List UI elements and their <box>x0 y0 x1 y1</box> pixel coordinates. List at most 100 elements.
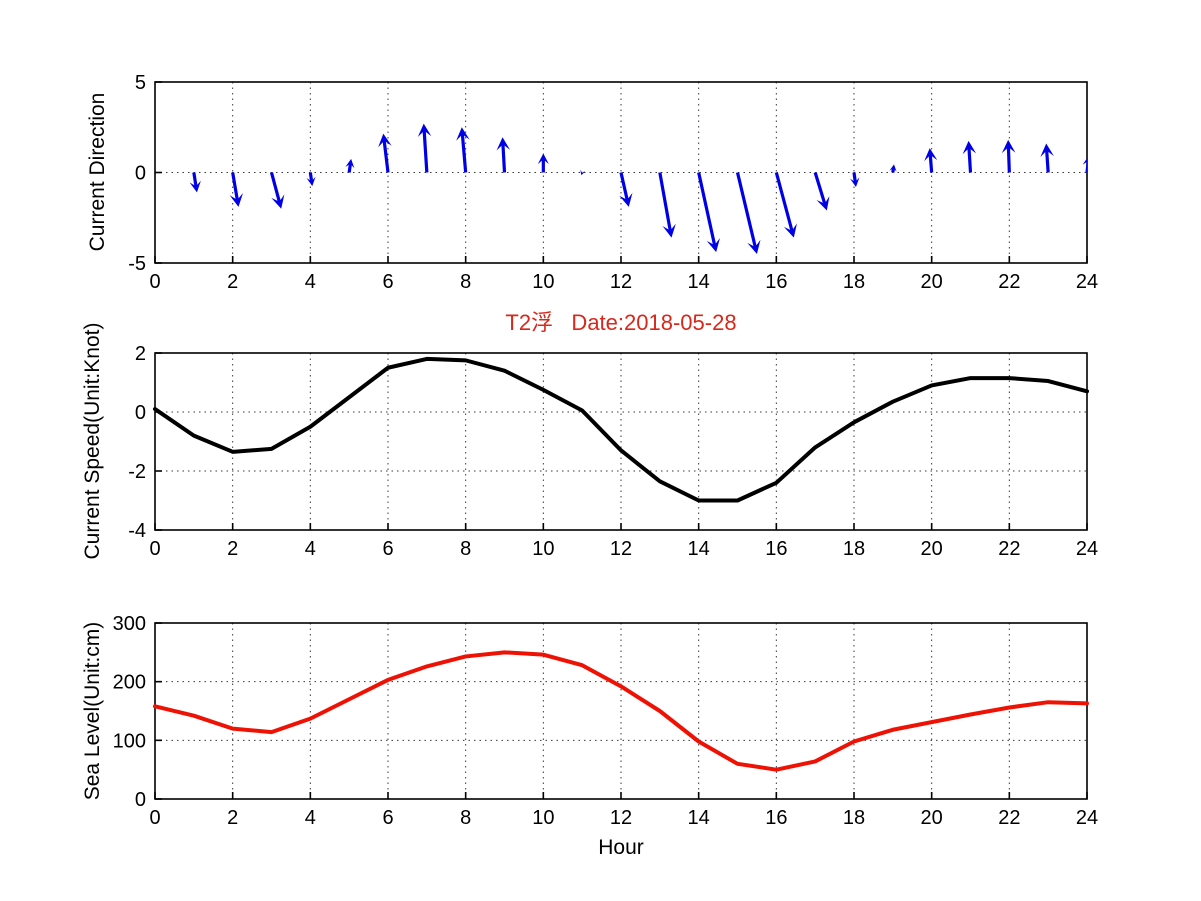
x-tick-label: 10 <box>532 807 554 829</box>
quiver-arrow-head <box>1040 143 1054 157</box>
quiver-arrow-shaft <box>192 172 198 188</box>
quiver-arrow-shaft <box>891 167 896 173</box>
x-tick-label: 6 <box>382 538 393 560</box>
x-tick-label: 16 <box>765 271 787 293</box>
x-tick-label: 12 <box>610 271 632 293</box>
quiver-arrow-head <box>229 192 243 207</box>
plot-title: T2浮 Date:2018-05-28 <box>505 310 737 335</box>
y-tick-label: 2 <box>135 343 146 365</box>
x-tick-label: 20 <box>921 271 943 293</box>
quiver-arrow-shaft <box>347 163 353 173</box>
x-tick-label: 16 <box>765 538 787 560</box>
quiver-arrow-head <box>706 237 720 253</box>
x-tick-label: 6 <box>382 271 393 293</box>
y-tick-label: 100 <box>113 730 146 752</box>
quiver-arrow-shaft <box>619 172 629 201</box>
quiver-arrow-shaft <box>735 172 757 248</box>
x-tick-label: 4 <box>305 271 316 293</box>
quiver-arrow-head <box>816 196 830 211</box>
quiver-arrow-head <box>619 192 633 207</box>
y-tick-label: 200 <box>113 672 146 694</box>
x-tick-label: 0 <box>149 807 160 829</box>
quiver-arrow-shaft <box>1006 146 1011 173</box>
quiver-arrow-head <box>345 158 355 169</box>
quiver-arrow-shaft <box>460 133 468 173</box>
quiver-arrow-shaft <box>967 147 973 173</box>
y-tick-label: 0 <box>135 402 146 424</box>
y-tick-label: -4 <box>128 520 146 542</box>
quiver-arrow-shaft <box>697 172 717 247</box>
quiver-arrow-shaft <box>1045 149 1050 173</box>
x-tick-label: 2 <box>227 807 238 829</box>
x-tick-label: 18 <box>843 538 865 560</box>
quiver-arrow-shaft <box>269 172 282 203</box>
y-tick-label: 0 <box>135 163 146 185</box>
x-tick-label: 0 <box>149 271 160 293</box>
quiver-arrow-shaft <box>774 172 794 232</box>
current-speed-line <box>153 356 1089 503</box>
y-tick-label: -2 <box>128 461 146 483</box>
x-tick-label: 6 <box>382 807 393 829</box>
x-tick-label: 12 <box>610 807 632 829</box>
quiver-arrow-head <box>962 140 977 155</box>
y-tick-label: 5 <box>135 72 146 94</box>
x-tick-label: 0 <box>149 538 160 560</box>
quiver-arrow-shaft <box>422 130 429 173</box>
x-tick-label: 8 <box>460 807 471 829</box>
x-tick-label: 8 <box>460 538 471 560</box>
x-tick-label: 10 <box>532 538 554 560</box>
y-tick-label: -5 <box>128 253 146 275</box>
x-tick-label: 24 <box>1076 807 1098 829</box>
quiver-arrow-shaft <box>231 172 239 201</box>
x-tick-label: 16 <box>765 807 787 829</box>
quiver-arrow-shaft <box>928 154 934 173</box>
quiver-arrow-shaft <box>382 139 390 173</box>
x-tick-label: 10 <box>532 271 554 293</box>
quiver-arrow-head <box>889 164 897 172</box>
x-tick-label: 4 <box>305 538 316 560</box>
quiver-arrow-shaft <box>852 172 857 183</box>
quiver-arrow-head <box>378 133 392 148</box>
quiver-arrow-head <box>456 127 470 141</box>
quiver-arrow-head <box>783 223 797 238</box>
quiver-arrow-head <box>537 153 549 165</box>
x-tick-label: 24 <box>1076 271 1098 293</box>
quiver-arrow-shaft <box>308 172 314 182</box>
x-tick-label: 18 <box>843 807 865 829</box>
x-tick-label: 8 <box>460 271 471 293</box>
x-tick-label: 20 <box>921 807 943 829</box>
quiver-arrow-shaft <box>813 172 827 205</box>
x-tick-label: 2 <box>227 271 238 293</box>
ylabel-sea-level: Sea Level(Unit:cm) <box>81 621 104 801</box>
x-tick-label: 20 <box>921 538 943 560</box>
quiver-arrow-head <box>924 148 938 162</box>
x-tick-label: 12 <box>610 538 632 560</box>
x-tick-label: 14 <box>688 271 710 293</box>
xlabel-hour: Hour <box>598 836 644 859</box>
quiver-arrow-head <box>271 194 285 209</box>
y-tick-label: 0 <box>135 789 146 811</box>
x-tick-label: 14 <box>688 807 710 829</box>
sea-level-line <box>153 650 1089 772</box>
x-tick-label: 24 <box>1076 538 1098 560</box>
quiver-arrow-head <box>189 180 201 193</box>
quiver-arrow-shaft <box>658 172 672 232</box>
x-tick-label: 22 <box>998 271 1020 293</box>
quiver-arrow-head <box>662 223 676 238</box>
quiver-arrow-shaft <box>501 143 507 173</box>
x-tick-label: 22 <box>998 538 1020 560</box>
quiver-arrow-head <box>580 169 586 176</box>
x-tick-label: 18 <box>843 271 865 293</box>
x-tick-label: 14 <box>688 538 710 560</box>
quiver-arrow-head <box>417 123 432 138</box>
quiver-group <box>189 123 1087 254</box>
x-tick-label: 2 <box>227 538 238 560</box>
quiver-arrow-head <box>306 176 316 187</box>
quiver-arrow-head <box>850 177 860 187</box>
quiver-arrow-head <box>747 239 761 254</box>
y-tick-label: 300 <box>113 613 146 635</box>
quiver-arrow-head <box>1082 158 1087 165</box>
quiver-arrow-head <box>496 137 511 151</box>
